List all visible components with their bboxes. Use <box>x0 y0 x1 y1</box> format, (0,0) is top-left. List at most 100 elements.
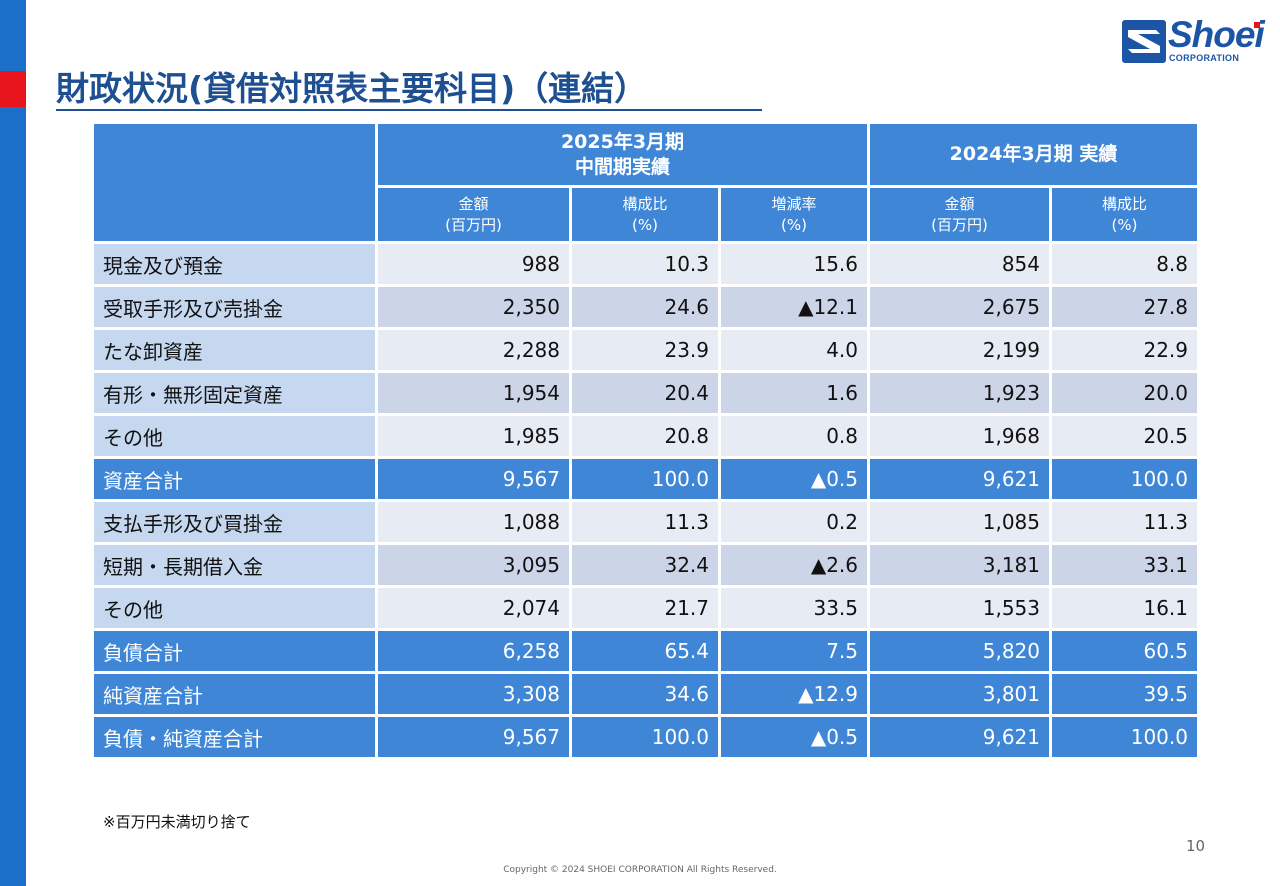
table-row: 支払手形及び買掛金 1,088 11.3 0.2 1,085 11.3 <box>91 499 1200 545</box>
subheader-unit: (%) <box>632 215 658 234</box>
value-cell: 4.0 <box>718 327 870 373</box>
value-cell: 24.6 <box>569 284 721 330</box>
row-label: 資産合計 <box>91 456 378 502</box>
table-row: 受取手形及び売掛金 2,350 24.6 ▲12.1 2,675 27.8 <box>91 284 1200 330</box>
value-cell: 11.3 <box>1049 499 1200 545</box>
value-cell: 65.4 <box>569 628 721 674</box>
value-cell: 15.6 <box>718 241 870 287</box>
table-row: たな卸資産 2,288 23.9 4.0 2,199 22.9 <box>91 327 1200 373</box>
value-cell: ▲0.5 <box>718 456 870 502</box>
value-cell: 5,820 <box>867 628 1052 674</box>
row-label: 支払手形及び買掛金 <box>91 499 378 545</box>
subheader-cell: 増減率 (%) <box>718 185 870 244</box>
left-accent-mark <box>0 71 26 107</box>
value-cell: 39.5 <box>1049 671 1200 717</box>
row-label: 短期・長期借入金 <box>91 542 378 588</box>
logo-subtitle: CORPORATION <box>1169 53 1240 63</box>
page-title: 財政状況(貸借対照表主要科目)（連結） <box>56 69 648 108</box>
table-total-row: 資産合計 9,567 100.0 ▲0.5 9,621 100.0 <box>91 456 1200 502</box>
subheader-label: 構成比 <box>622 194 668 213</box>
table-row: 短期・長期借入金 3,095 32.4 ▲2.6 3,181 33.1 <box>91 542 1200 588</box>
value-cell: 20.0 <box>1049 370 1200 416</box>
value-cell: 34.6 <box>569 671 721 717</box>
value-cell: 1,923 <box>867 370 1052 416</box>
value-cell: 23.9 <box>569 327 721 373</box>
value-cell: 1,968 <box>867 413 1052 459</box>
value-cell: ▲2.6 <box>718 542 870 588</box>
value-cell: 8.8 <box>1049 241 1200 287</box>
table-row: その他 2,074 21.7 33.5 1,553 16.1 <box>91 585 1200 631</box>
table-total-row: 負債・純資産合計 9,567 100.0 ▲0.5 9,621 100.0 <box>91 714 1200 760</box>
value-cell: 9,621 <box>867 714 1052 760</box>
value-cell: 6,258 <box>375 628 572 674</box>
value-cell: 33.5 <box>718 585 870 631</box>
balance-sheet-table: 2025年3月期 中間期実績 2024年3月期 実績 金額 (百万円) 構成比 (%)… <box>91 121 1200 760</box>
footnote: ※百万円未満切り捨て <box>103 813 251 831</box>
left-brand-bar <box>0 0 26 886</box>
table-row: 現金及び預金 988 10.3 15.6 854 8.8 <box>91 241 1200 287</box>
subheader-unit: (百万円) <box>931 215 988 234</box>
value-cell: 16.1 <box>1049 585 1200 631</box>
value-cell: 1,088 <box>375 499 572 545</box>
header-current-year: 2025年3月期 <box>560 130 685 153</box>
subheader-cell: 構成比 (%) <box>1049 185 1200 244</box>
row-label: 負債合計 <box>91 628 378 674</box>
value-cell: 2,199 <box>867 327 1052 373</box>
value-cell: 1,954 <box>375 370 572 416</box>
value-cell: 3,181 <box>867 542 1052 588</box>
value-cell: 7.5 <box>718 628 870 674</box>
value-cell: 9,567 <box>375 456 572 502</box>
table-corner-cell <box>91 121 378 244</box>
logo-wordmark: Shoei <box>1168 14 1265 55</box>
value-cell: 33.1 <box>1049 542 1200 588</box>
value-cell: 3,095 <box>375 542 572 588</box>
title-underline <box>56 109 762 111</box>
value-cell: 1,085 <box>867 499 1052 545</box>
value-cell: 9,621 <box>867 456 1052 502</box>
table-row: 有形・無形固定資産 1,954 20.4 1.6 1,923 20.0 <box>91 370 1200 416</box>
subheader-label: 構成比 <box>1101 194 1147 213</box>
subheader-unit: (百万円) <box>445 215 502 234</box>
subheader-cell: 金額 (百万円) <box>867 185 1052 244</box>
value-cell: 21.7 <box>569 585 721 631</box>
value-cell: 10.3 <box>569 241 721 287</box>
subheader-unit: (%) <box>781 215 807 234</box>
header-current-period: 2025年3月期 中間期実績 <box>375 121 870 188</box>
page-number: 10 <box>1186 837 1206 855</box>
value-cell: 2,675 <box>867 284 1052 330</box>
value-cell: 32.4 <box>569 542 721 588</box>
subheader-label: 増減率 <box>771 194 817 213</box>
table-total-row: 純資産合計 3,308 34.6 ▲12.9 3,801 39.5 <box>91 671 1200 717</box>
value-cell: ▲12.1 <box>718 284 870 330</box>
row-label: その他 <box>91 413 378 459</box>
row-label: その他 <box>91 585 378 631</box>
row-label: 現金及び預金 <box>91 241 378 287</box>
row-label: 負債・純資産合計 <box>91 714 378 760</box>
value-cell: 100.0 <box>569 714 721 760</box>
logo-emblem-icon <box>1122 20 1166 63</box>
value-cell: 100.0 <box>569 456 721 502</box>
row-label: 有形・無形固定資産 <box>91 370 378 416</box>
value-cell: 60.5 <box>1049 628 1200 674</box>
value-cell: 0.2 <box>718 499 870 545</box>
value-cell: 11.3 <box>569 499 721 545</box>
subheader-cell: 構成比 (%) <box>569 185 721 244</box>
value-cell: 2,074 <box>375 585 572 631</box>
value-cell: 988 <box>375 241 572 287</box>
value-cell: 100.0 <box>1049 714 1200 760</box>
row-label: 純資産合計 <box>91 671 378 717</box>
header-prior-period: 2024年3月期 実績 <box>867 121 1200 188</box>
value-cell: 100.0 <box>1049 456 1200 502</box>
value-cell: 27.8 <box>1049 284 1200 330</box>
header-current-type: 中間期実績 <box>574 155 670 178</box>
subheader-label: 金額 <box>458 194 489 213</box>
value-cell: ▲0.5 <box>718 714 870 760</box>
value-cell: 20.8 <box>569 413 721 459</box>
value-cell: 1,553 <box>867 585 1052 631</box>
value-cell: 2,288 <box>375 327 572 373</box>
value-cell: 3,308 <box>375 671 572 717</box>
row-label: たな卸資産 <box>91 327 378 373</box>
value-cell: 20.5 <box>1049 413 1200 459</box>
value-cell: 1,985 <box>375 413 572 459</box>
value-cell: 20.4 <box>569 370 721 416</box>
